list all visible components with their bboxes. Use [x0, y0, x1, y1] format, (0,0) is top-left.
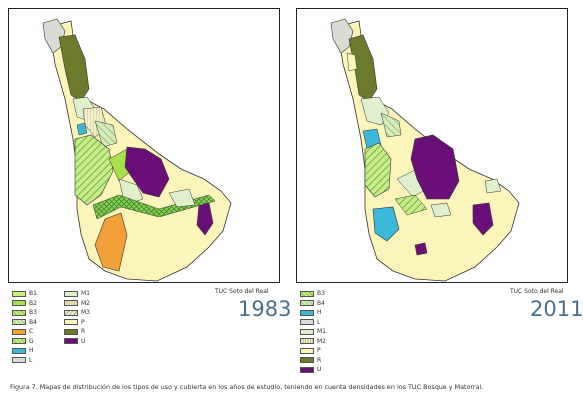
map-panel-2011 [296, 8, 568, 283]
legend-label: L [29, 356, 33, 364]
legend-item-u: U [64, 338, 85, 346]
legend-swatch [12, 338, 26, 344]
legend-label: B2 [29, 299, 37, 307]
legend-swatch [64, 328, 78, 335]
legend-swatch [12, 319, 26, 325]
legend-item-m3: M3 [64, 309, 90, 317]
figure-caption: Figura 7. Mapas de distribución de los t… [10, 383, 484, 391]
legend-label: R [317, 356, 322, 364]
legend-label: P [81, 318, 85, 326]
legend-label: M2 [317, 337, 326, 345]
legend-item-b3: B3 [12, 309, 37, 317]
map-zone-u [124, 146, 170, 198]
legend-item-p: P [300, 347, 321, 355]
legend-label: H [317, 309, 322, 316]
map-panel-1983 [8, 8, 280, 283]
legend-swatch [64, 309, 78, 316]
map-year-2011: 2011 [530, 297, 583, 321]
legend-swatch [12, 290, 26, 297]
legend-item-l: L [12, 357, 32, 365]
legend-label: U [317, 366, 322, 373]
legend-item-h: H [12, 347, 34, 355]
legend-item-u: U [300, 366, 321, 374]
legend-item-b3: B3 [300, 290, 325, 298]
legend-swatch [300, 290, 314, 297]
legend-swatch [12, 347, 26, 354]
legend-item-m2: M2 [64, 300, 90, 308]
legend-item-r: R [64, 328, 85, 336]
legend-label: U [81, 337, 86, 345]
map-zone-b3 [74, 134, 114, 206]
legend-swatch [64, 338, 78, 344]
map-zone-g [92, 194, 216, 220]
legend-item-m1: M1 [300, 328, 326, 336]
legend-item-b4: B4 [12, 319, 37, 327]
legend-label: P [317, 347, 321, 354]
legend-label: M2 [81, 299, 90, 307]
legend-item-p: P [64, 319, 85, 327]
legend-swatch [300, 338, 314, 344]
legend-swatch [64, 290, 78, 297]
map-zone-h [76, 122, 88, 136]
legend-label: M1 [317, 328, 326, 335]
legend-label: M1 [81, 290, 90, 297]
map-year-1983: 1983 [238, 297, 292, 321]
legend-label: B3 [317, 290, 325, 297]
legend-item-b4: B4 [300, 300, 325, 308]
legend-item-c: C [12, 328, 33, 336]
legend-label: B3 [29, 309, 37, 316]
legend-label: R [81, 328, 86, 335]
legend-2011: B3 B4 H L M1 M2 P R U [300, 290, 380, 373]
legend-label: G [29, 337, 34, 345]
legend-item-h: H [300, 309, 322, 317]
legend-item-g: G [12, 338, 34, 346]
legend-swatch [300, 319, 314, 325]
map-2011 [330, 18, 520, 282]
legend-label: L [317, 318, 321, 326]
map-zone-r [58, 34, 90, 102]
legend-label: C [29, 328, 34, 335]
legend-1983: B1 B2 B3 B4 C G H L M1 M2 M3 P R U [12, 290, 132, 370]
legend-swatch [64, 319, 78, 325]
legend-label: B4 [317, 299, 325, 307]
legend-swatch [300, 309, 314, 316]
legend-swatch [300, 347, 314, 354]
legend-label: B1 [29, 290, 37, 297]
map-1983 [42, 18, 232, 282]
legend-item-m2: M2 [300, 338, 326, 346]
legend-label: B4 [29, 318, 37, 326]
map-title-label-1983: TUC Soto del Real [215, 288, 269, 295]
legend-swatch [300, 328, 314, 335]
legend-swatch [12, 309, 26, 316]
map-title-label-2011: TUC Soto del Real [510, 288, 564, 295]
legend-swatch [12, 328, 26, 335]
legend-label: M3 [81, 309, 90, 316]
legend-item-r: R [300, 357, 321, 365]
legend-item-l: L [300, 319, 320, 327]
legend-label: H [29, 347, 34, 354]
legend-swatch [12, 357, 26, 363]
legend-item-b1: B1 [12, 290, 37, 298]
legend-swatch [300, 357, 314, 363]
map-zone-c [94, 212, 128, 272]
legend-swatch [12, 300, 26, 306]
legend-swatch [300, 300, 314, 306]
legend-swatch [300, 366, 314, 373]
legend-item-m1: M1 [64, 290, 90, 298]
legend-item-b2: B2 [12, 300, 37, 308]
legend-swatch [64, 300, 78, 306]
